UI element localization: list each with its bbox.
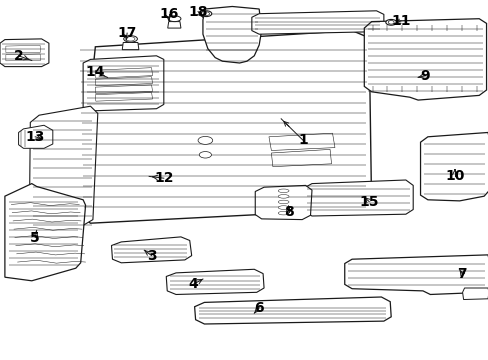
Text: 3: 3 xyxy=(146,249,156,262)
Ellipse shape xyxy=(385,19,396,25)
Polygon shape xyxy=(83,56,163,111)
Text: 6: 6 xyxy=(254,301,264,315)
Text: 11: 11 xyxy=(390,14,410,28)
Ellipse shape xyxy=(203,12,209,15)
Text: 8: 8 xyxy=(283,206,293,219)
Polygon shape xyxy=(304,180,412,216)
Polygon shape xyxy=(6,45,41,53)
Ellipse shape xyxy=(278,206,288,210)
Polygon shape xyxy=(462,288,488,300)
Polygon shape xyxy=(251,11,383,34)
Text: 18: 18 xyxy=(188,5,207,18)
Text: 4: 4 xyxy=(188,278,198,291)
Polygon shape xyxy=(203,6,261,63)
Polygon shape xyxy=(95,93,152,101)
Polygon shape xyxy=(268,133,334,150)
Polygon shape xyxy=(5,184,85,281)
Ellipse shape xyxy=(168,16,181,22)
Text: 7: 7 xyxy=(456,267,466,280)
Ellipse shape xyxy=(387,21,393,24)
Polygon shape xyxy=(166,269,264,294)
Polygon shape xyxy=(122,42,139,50)
Ellipse shape xyxy=(278,194,288,198)
Polygon shape xyxy=(29,106,98,230)
Text: 17: 17 xyxy=(117,26,137,40)
Polygon shape xyxy=(110,101,150,108)
Text: 12: 12 xyxy=(154,171,173,185)
Ellipse shape xyxy=(278,189,288,193)
Polygon shape xyxy=(95,77,152,86)
Polygon shape xyxy=(95,85,152,94)
Ellipse shape xyxy=(278,211,288,215)
Polygon shape xyxy=(255,185,311,220)
Text: 5: 5 xyxy=(30,231,40,244)
Polygon shape xyxy=(194,297,390,324)
Polygon shape xyxy=(364,19,486,100)
Polygon shape xyxy=(19,125,53,148)
Ellipse shape xyxy=(199,152,211,158)
Text: 9: 9 xyxy=(420,69,429,82)
Text: 10: 10 xyxy=(444,170,464,183)
Polygon shape xyxy=(167,22,181,28)
Polygon shape xyxy=(105,78,155,88)
Ellipse shape xyxy=(126,37,135,41)
Ellipse shape xyxy=(278,200,288,204)
Polygon shape xyxy=(78,31,371,223)
Polygon shape xyxy=(95,68,152,78)
Text: 16: 16 xyxy=(159,8,178,21)
Text: 14: 14 xyxy=(85,65,105,79)
Text: 1: 1 xyxy=(298,134,307,147)
Polygon shape xyxy=(6,54,41,61)
Polygon shape xyxy=(107,90,152,98)
Text: 15: 15 xyxy=(359,195,378,208)
Polygon shape xyxy=(344,255,488,294)
Ellipse shape xyxy=(123,36,137,42)
Text: 13: 13 xyxy=(25,130,45,144)
Ellipse shape xyxy=(201,11,211,17)
Ellipse shape xyxy=(198,136,212,144)
Text: 2: 2 xyxy=(14,49,23,63)
Polygon shape xyxy=(420,132,488,201)
Polygon shape xyxy=(271,149,331,167)
Polygon shape xyxy=(111,237,191,263)
Polygon shape xyxy=(0,39,49,67)
